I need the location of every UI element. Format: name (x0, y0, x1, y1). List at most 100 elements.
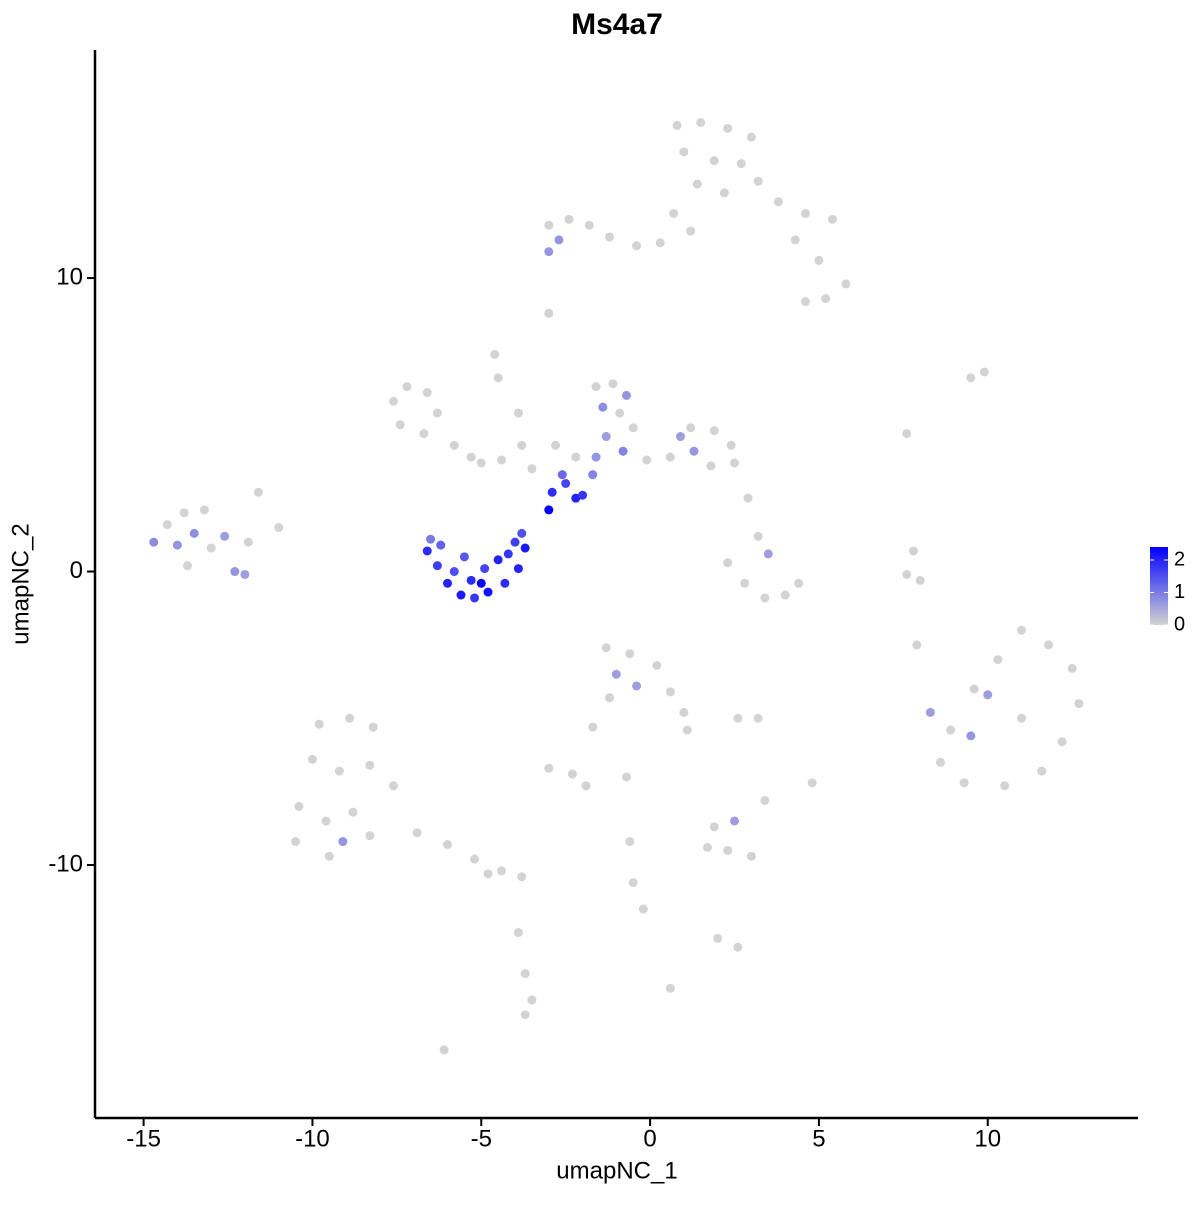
point (544, 220, 554, 230)
point (841, 279, 851, 289)
point (466, 452, 476, 462)
point (199, 505, 209, 515)
point (790, 235, 800, 245)
point (172, 540, 182, 550)
point (686, 423, 696, 433)
x-axis-label: umapNC_1 (556, 1157, 677, 1184)
point (517, 872, 527, 882)
point (513, 408, 523, 418)
colorbar-tick-label: 1 (1174, 581, 1185, 603)
point (601, 432, 611, 442)
point (365, 831, 375, 841)
point (547, 487, 557, 497)
point (520, 543, 530, 553)
point (426, 534, 436, 544)
point (760, 795, 770, 805)
point (730, 458, 740, 468)
point (702, 842, 712, 852)
point (476, 578, 486, 588)
chart-title: Ms4a7 (571, 8, 663, 41)
point (578, 490, 588, 500)
y-tick-label: -10 (48, 850, 83, 877)
point (736, 159, 746, 169)
point (821, 294, 831, 304)
colorbar-tick-label: 0 (1174, 613, 1185, 635)
point (709, 426, 719, 436)
point (449, 440, 459, 450)
point (814, 255, 824, 265)
x-tick-label: 10 (974, 1125, 1001, 1152)
point (497, 866, 507, 876)
y-tick-label: 10 (56, 263, 83, 290)
point (436, 540, 446, 550)
point (665, 687, 675, 697)
point (713, 933, 723, 943)
point (1037, 766, 1047, 776)
point (1017, 713, 1027, 723)
point (827, 214, 837, 224)
point (571, 452, 581, 462)
x-tick-label: 0 (643, 1125, 656, 1152)
point (294, 801, 304, 811)
point (365, 760, 375, 770)
point (908, 546, 918, 556)
point (470, 593, 480, 603)
point (206, 543, 216, 553)
y-axis-label: umapNC_2 (7, 523, 34, 644)
point (557, 470, 567, 480)
point (422, 546, 432, 556)
point (605, 232, 615, 242)
point (753, 713, 763, 723)
point (527, 995, 537, 1005)
point (753, 176, 763, 186)
point (618, 446, 628, 456)
point (652, 660, 662, 670)
point (449, 567, 459, 577)
point (321, 816, 331, 826)
point (733, 942, 743, 952)
point (679, 707, 689, 717)
point (966, 731, 976, 741)
point (314, 719, 324, 729)
point (527, 464, 537, 474)
point (800, 297, 810, 307)
point (253, 487, 263, 497)
point (591, 452, 601, 462)
point (615, 408, 625, 418)
point (746, 132, 756, 142)
point (476, 458, 486, 468)
point (422, 387, 432, 397)
point (733, 713, 743, 723)
point (726, 440, 736, 450)
x-tick-label: -10 (295, 1125, 330, 1152)
point (368, 722, 378, 732)
point (608, 379, 618, 389)
point (345, 713, 355, 723)
colorbar (1150, 547, 1168, 625)
colorbar-tick-label: 2 (1174, 548, 1185, 570)
point (388, 781, 398, 791)
point (632, 241, 642, 251)
point (544, 247, 554, 257)
point (628, 423, 638, 433)
point (642, 455, 652, 465)
point (179, 508, 189, 518)
point (432, 561, 442, 571)
point (621, 390, 631, 400)
point (493, 373, 503, 383)
point (497, 455, 507, 465)
point (696, 117, 706, 127)
point (1000, 781, 1010, 791)
point (763, 549, 773, 559)
point (1057, 737, 1067, 747)
point (348, 807, 358, 817)
point (513, 564, 523, 574)
point (240, 569, 250, 579)
point (510, 537, 520, 547)
point (493, 555, 503, 565)
point (324, 851, 334, 861)
point (959, 778, 969, 788)
point (686, 226, 696, 236)
point (162, 520, 172, 530)
point (915, 575, 925, 585)
